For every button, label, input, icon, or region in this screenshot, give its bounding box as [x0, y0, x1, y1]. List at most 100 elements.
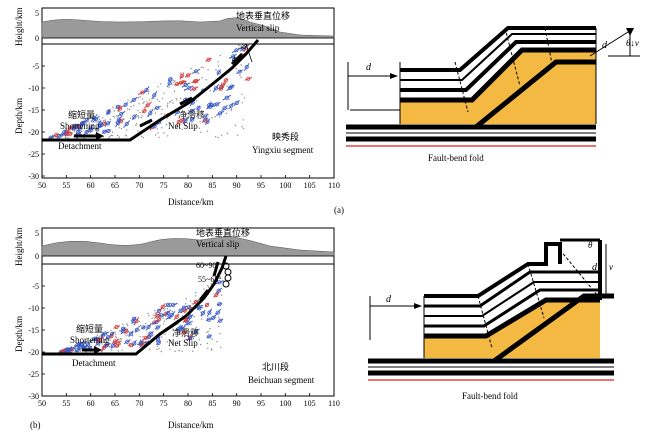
- aftershock-dot: [185, 113, 187, 115]
- aftershock-dot: [164, 333, 166, 335]
- aftershock-dot: [241, 126, 243, 128]
- x-tick-label: 75: [160, 181, 168, 190]
- focal-mechanism-symbol: [229, 53, 237, 60]
- panel-a-label: (a): [334, 205, 344, 215]
- aftershock-dot: [137, 97, 139, 99]
- focal-mechanism-symbol: [106, 109, 111, 116]
- aftershock-dot: [140, 116, 142, 119]
- focal-mechanism-symbol: [213, 292, 220, 298]
- aftershock-dot: [111, 131, 114, 133]
- x-tick-label: 100: [279, 181, 291, 190]
- aftershock-dot: [157, 132, 159, 134]
- focal-mechanism-symbol: [187, 304, 192, 310]
- aftershock-dot: [179, 97, 182, 100]
- focal-mechanism-symbol: [212, 84, 220, 93]
- aftershock-dot: [215, 136, 217, 138]
- aftershock-dot: [171, 310, 173, 313]
- panel-a-diagram-d-right: d: [602, 40, 608, 51]
- panel-b-focal-symbols: [57, 280, 224, 355]
- aftershock-dot: [110, 329, 112, 332]
- x-tick-label: 55: [62, 399, 70, 408]
- panel-b-segment-cn: 北川段: [262, 361, 289, 372]
- aftershock-dot: [165, 124, 168, 126]
- focal-mechanism-symbol: [243, 63, 250, 72]
- aftershock-dot: [225, 112, 228, 115]
- aftershock-dot: [153, 314, 155, 316]
- panel-b-plot: 地表垂直位移 Vertical slip 60~90° 55~65° 缩短量 S…: [14, 227, 340, 430]
- focal-mechanism-symbol: [154, 325, 162, 330]
- aftershock-dot: [156, 128, 159, 130]
- focal-mechanism-symbol: [179, 72, 185, 80]
- focal-mechanism-symbol: [189, 117, 195, 122]
- focal-mechanism-symbol: [176, 118, 182, 126]
- aftershock-dot: [203, 288, 205, 290]
- focal-mechanism-symbol: [233, 99, 240, 106]
- depth-tick-label: -20: [28, 348, 39, 357]
- aftershock-dot: [139, 336, 141, 338]
- aftershock-dot: [113, 110, 115, 112]
- panel-a-height-axis-title: Height/km: [14, 8, 24, 47]
- focal-mechanism-symbol: [131, 318, 136, 325]
- focal-mechanism-symbol: [128, 342, 134, 348]
- aftershock-dot: [103, 340, 105, 342]
- aftershock-dot: [175, 344, 177, 347]
- aftershock-dot: [161, 127, 163, 129]
- aftershock-dot: [126, 328, 128, 330]
- depth-tick-label: -25: [28, 150, 39, 159]
- panel-a-detachment: Detachment: [58, 141, 102, 151]
- aftershock-dot: [201, 77, 203, 79]
- focal-mechanism-symbol: [164, 302, 172, 308]
- aftershock-dot: [190, 323, 192, 326]
- depth-tick-label: -30: [28, 392, 39, 401]
- aftershock-dot: [226, 132, 229, 135]
- depth-tick-label: -10: [28, 304, 39, 313]
- x-tick-label: 70: [135, 399, 143, 408]
- aftershock-dot: [214, 116, 216, 118]
- aftershock-dot: [163, 132, 165, 134]
- aftershock-dot: [201, 318, 203, 320]
- aftershock-dot: [211, 117, 213, 119]
- aftershock-dot: [115, 336, 117, 338]
- aftershock-dot: [109, 339, 111, 341]
- focal-mechanism-symbol: [139, 340, 146, 349]
- aftershock-dot: [171, 83, 173, 85]
- panel-a-angle-upper: 58°: [238, 42, 249, 51]
- aftershock-dot: [239, 74, 241, 77]
- aftershock-dot: [102, 117, 104, 119]
- focal-mechanism-symbol: [200, 309, 206, 317]
- panel-b-segment-en: Beichuan segment: [248, 375, 315, 385]
- focal-mechanism-symbol: [115, 104, 121, 109]
- aftershock-dot: [226, 85, 228, 87]
- aftershock-dot: [197, 72, 200, 75]
- aftershock-dot: [191, 303, 193, 305]
- focal-mechanism-symbol: [75, 342, 83, 347]
- aftershock-dot: [174, 80, 176, 82]
- focal-mechanism-symbol: [130, 97, 138, 103]
- focal-mechanism-symbol: [244, 76, 253, 81]
- aftershock-dot: [235, 67, 237, 70]
- aftershock-dot: [154, 134, 157, 136]
- focal-mechanism-symbol: [143, 101, 152, 109]
- depth-tick-label: -15: [28, 326, 39, 335]
- aftershock-dot: [178, 349, 180, 352]
- aftershock-dot: [158, 347, 160, 350]
- aftershock-dot: [176, 99, 178, 101]
- aftershock-dot: [79, 350, 82, 352]
- aftershock-dot: [207, 69, 209, 71]
- aftershock-dot: [172, 340, 174, 342]
- aftershock-dot: [96, 334, 99, 336]
- aftershock-dot: [217, 325, 220, 328]
- focal-mechanism-symbol: [131, 339, 137, 348]
- focal-mechanism-symbol: [196, 306, 202, 311]
- aftershock-dot: [161, 97, 163, 100]
- aftershock-dot: [207, 286, 210, 288]
- focal-mechanism-symbol: [56, 133, 62, 139]
- focal-mechanism-symbol: [216, 302, 223, 307]
- focal-mechanism-symbol: [102, 342, 111, 348]
- focal-mechanism-symbol: [151, 91, 158, 100]
- aftershock-dot: [132, 335, 134, 337]
- x-tick-label: 60: [87, 399, 95, 408]
- aftershock-dot: [158, 136, 160, 139]
- aftershock-dot: [108, 346, 111, 348]
- panel-b-slip-arrow-2: [198, 289, 210, 301]
